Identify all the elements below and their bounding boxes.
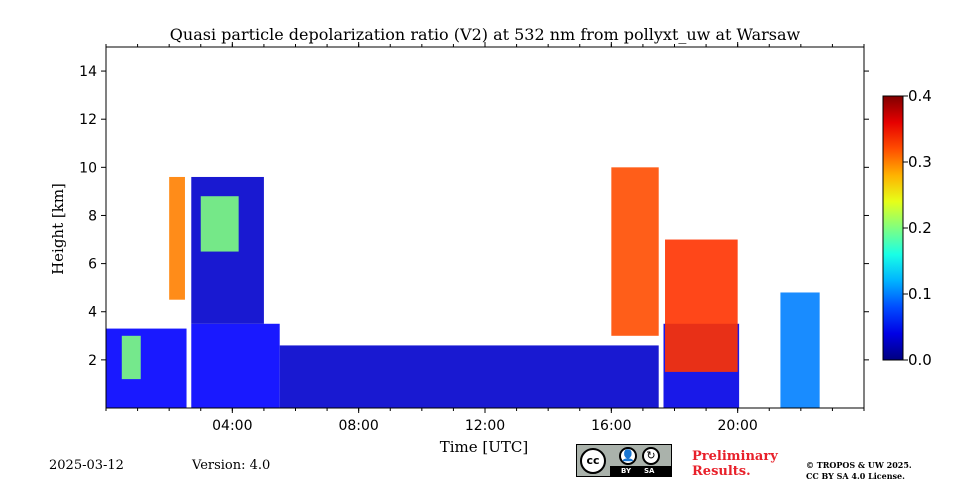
no-data-gap-0 (186, 47, 191, 408)
x-axis-label: Time [UTC] (439, 438, 529, 456)
colorbar-tick-label: 0.3 (908, 153, 932, 171)
colorbar-tick-label: 0.0 (908, 351, 932, 369)
y-tick-label: 2 (88, 353, 97, 369)
preliminary-line-1: Preliminary (692, 449, 778, 464)
cc-license-badge: cc 👤 ↻ BY SA (576, 444, 672, 477)
heatmap-region-5 (200, 196, 239, 252)
no-data-gap-1 (660, 47, 664, 408)
version-label: Version: 4.0 (192, 458, 271, 473)
colorbar-tick-label: 0.2 (908, 219, 932, 237)
heatmap-region-7 (611, 167, 659, 336)
cc-icon: cc (580, 448, 606, 474)
heatmap-region-9 (665, 239, 738, 372)
heatmap-region-0 (106, 328, 189, 408)
plot-area (105, 46, 865, 409)
date-label: 2025-03-12 (49, 458, 124, 473)
heatmap-region-6 (279, 345, 659, 408)
cc-strip: BY SA (610, 466, 671, 476)
heatmap-region-3 (191, 323, 280, 408)
heatmap-region-1 (121, 335, 141, 380)
x-tick-label: 16:00 (591, 418, 631, 434)
x-tick-label: 04:00 (212, 418, 252, 434)
y-tick-label: 12 (79, 112, 97, 128)
y-tick-label: 6 (88, 257, 97, 273)
no-data-gap-3 (819, 47, 864, 408)
y-tick-label: 4 (88, 305, 97, 321)
colorbar-tick-label: 0.4 (908, 87, 932, 105)
axes: 04:00 08:00 12:00 16:00 20:00 2 4 6 8 10 12 14 (79, 42, 869, 434)
attribution-icon: 👤 ↻ (615, 446, 673, 466)
y-tick-label: 8 (88, 208, 97, 224)
copyright-line-1: © TROPOS & UW 2025. (806, 460, 912, 470)
x-tick-label: 20:00 (717, 418, 757, 434)
colorbar: 0.0 0.1 0.2 0.3 0.4 (882, 87, 932, 369)
y-tick-label: 14 (79, 64, 97, 80)
y-axis-label: Height [km] (49, 183, 67, 275)
heatmap-region-10 (780, 292, 820, 408)
cc-by-text: BY (621, 467, 632, 475)
x-tick-label: 12:00 (465, 418, 505, 434)
preliminary-notice: Preliminary Results. (692, 449, 778, 479)
colorbar-bar (882, 95, 904, 361)
colorbar-tick-label: 0.1 (908, 285, 932, 303)
preliminary-line-2: Results. (692, 464, 751, 479)
heatmap-region-2 (169, 176, 185, 300)
y-tick-label: 10 (79, 160, 97, 176)
heatmap-cells (106, 47, 864, 408)
no-data-gap-2 (739, 47, 781, 408)
copyright-notice: © TROPOS & UW 2025. CC BY SA 4.0 License… (806, 460, 912, 482)
x-tick-label: 08:00 (338, 418, 378, 434)
copyright-line-2: CC BY SA 4.0 License. (806, 471, 905, 481)
chart-title: Quasi particle depolarization ratio (V2)… (169, 25, 801, 44)
cc-sa-text: SA (644, 467, 655, 475)
